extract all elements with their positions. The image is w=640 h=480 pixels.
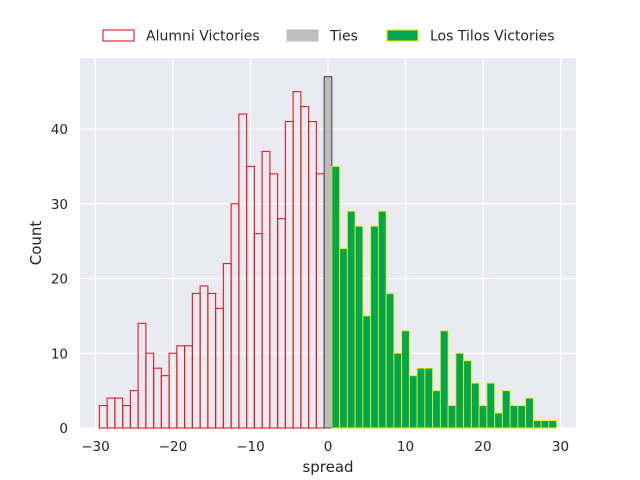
los-tilos-victories-bar <box>494 412 503 429</box>
x-axis-label: spread <box>302 458 353 476</box>
los-tilos-victories-bar <box>370 225 379 429</box>
los-tilos-victories-bar <box>424 367 434 429</box>
legend-label: Alumni Victories <box>146 29 260 45</box>
y-tick-label: 20 <box>51 272 68 288</box>
los-tilos-victories-bar <box>532 420 542 429</box>
x-tick-label: 20 <box>474 439 491 455</box>
y-axis-label: Count <box>27 221 45 266</box>
los-tilos-victories-bar <box>463 360 472 429</box>
los-tilos-victories-bar <box>509 405 519 429</box>
los-tilos-victories-bar <box>470 382 480 429</box>
y-tick-label: 0 <box>59 421 68 437</box>
x-tick-label: −30 <box>81 439 110 455</box>
legend-swatch <box>102 29 135 42</box>
los-tilos-victories-bar <box>401 330 410 429</box>
los-tilos-victories-bar <box>478 405 488 429</box>
x-tick-label: 0 <box>324 439 333 455</box>
x-tick-label: 10 <box>397 439 414 455</box>
los-tilos-victories-bar <box>525 397 534 429</box>
x-tick-label: −10 <box>236 439 265 455</box>
los-tilos-victories-bar <box>439 330 449 429</box>
los-tilos-victories-bar <box>362 315 372 429</box>
ties-bar <box>323 76 333 429</box>
los-tilos-victories-bar <box>501 390 511 429</box>
los-tilos-victories-bar <box>346 210 356 429</box>
los-tilos-victories-bar <box>393 352 403 429</box>
legend-item-los-tilos-victories: Los Tilos Victories <box>386 29 555 45</box>
los-tilos-victories-bar <box>354 225 364 429</box>
bars-group <box>98 76 558 429</box>
x-tick-label: 30 <box>552 439 569 455</box>
legend-label: Los Tilos Victories <box>430 29 555 45</box>
y-tick-label: 10 <box>51 346 68 362</box>
los-tilos-victories-bar <box>385 293 395 429</box>
los-tilos-victories-bar <box>339 248 348 429</box>
x-tick-label: −20 <box>159 439 188 455</box>
los-tilos-victories-bar <box>447 405 457 429</box>
los-tilos-victories-bar <box>331 165 341 429</box>
los-tilos-victories-bar <box>548 420 558 429</box>
legend: Alumni Victories Ties Los Tilos Victories <box>102 29 555 45</box>
x-tick-labels: −30 −20 −10 0 10 20 30 <box>81 439 569 455</box>
legend-label: Ties <box>329 29 358 45</box>
legend-swatch <box>386 29 419 42</box>
legend-item-alumni-victories: Alumni Victories <box>102 29 260 45</box>
legend-swatch <box>286 29 319 42</box>
los-tilos-victories-bar <box>517 405 527 429</box>
los-tilos-victories-bar <box>408 375 418 429</box>
los-tilos-victories-bar <box>540 420 550 429</box>
y-tick-labels: 0 10 20 30 40 <box>51 122 68 437</box>
los-tilos-victories-bar <box>432 390 441 429</box>
los-tilos-victories-bar <box>416 367 426 429</box>
y-tick-label: 40 <box>51 122 68 138</box>
y-tick-label: 30 <box>51 197 68 213</box>
los-tilos-victories-bar <box>486 382 496 429</box>
los-tilos-victories-bar <box>455 352 465 429</box>
los-tilos-victories-bar <box>377 210 387 429</box>
legend-item-ties: Ties <box>286 29 358 45</box>
